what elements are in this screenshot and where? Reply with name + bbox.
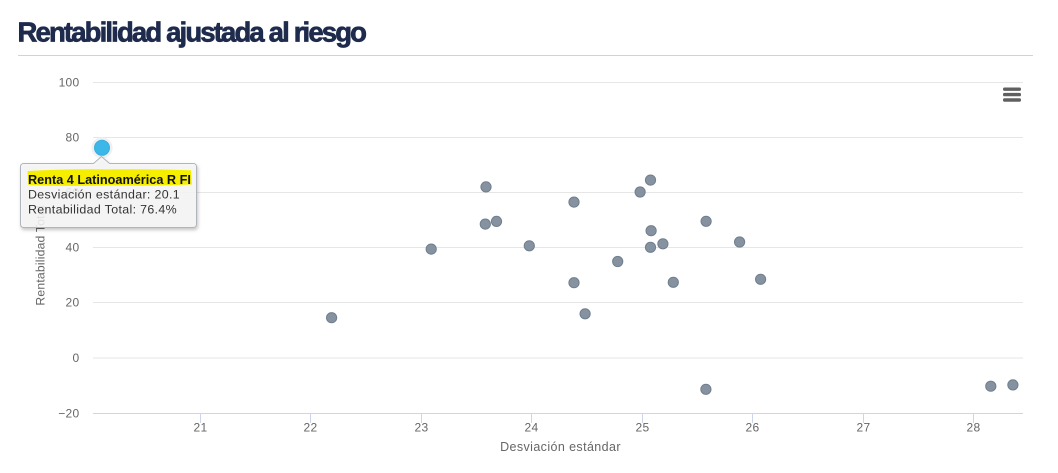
svg-text:100: 100 (59, 76, 80, 90)
svg-text:22: 22 (304, 421, 318, 435)
svg-text:Desviación estándar: 20.1: Desviación estándar: 20.1 (28, 188, 180, 202)
svg-text:Desviación estándar: Desviación estándar (500, 440, 621, 454)
svg-text:−20: −20 (58, 407, 79, 421)
svg-text:23: 23 (415, 421, 429, 435)
svg-text:25: 25 (636, 421, 650, 435)
svg-text:80: 80 (66, 131, 80, 145)
svg-text:21: 21 (194, 421, 208, 435)
svg-text:24: 24 (525, 421, 539, 435)
svg-text:Renta 4 Latinoamérica R FI: Renta 4 Latinoamérica R FI (28, 173, 191, 187)
svg-text:0: 0 (73, 351, 80, 365)
svg-text:28: 28 (967, 421, 981, 435)
svg-text:20: 20 (66, 296, 80, 310)
svg-text:Rentabilidad Total: Rentabilidad Total (34, 205, 48, 305)
svg-text:Rentabilidad Total: 76.4%: Rentabilidad Total: 76.4% (28, 203, 177, 217)
svg-text:27: 27 (857, 421, 871, 435)
svg-text:Rentabilidad ajustada al riesg: Rentabilidad ajustada al riesgo (18, 17, 367, 48)
svg-text:40: 40 (66, 241, 80, 255)
svg-text:26: 26 (746, 421, 760, 435)
